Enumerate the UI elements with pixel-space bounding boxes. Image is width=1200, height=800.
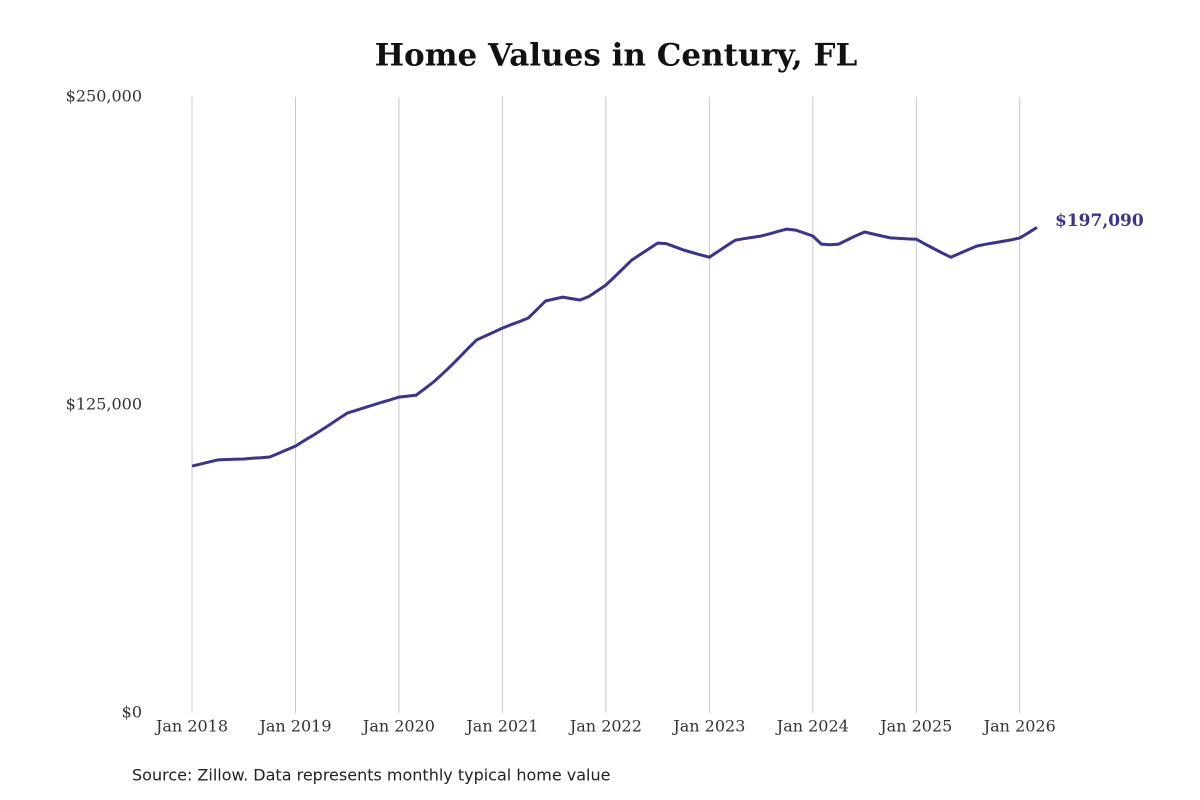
x-tick-label: Jan 2024 [775, 717, 849, 736]
x-tick-label: Jan 2025 [878, 717, 952, 736]
series-line [191, 226, 1038, 468]
y-tick-label: $125,000 [66, 395, 142, 414]
x-tick-label: Jan 2021 [464, 717, 538, 736]
x-tick-label: Jan 2018 [154, 717, 228, 736]
y-tick-label: $250,000 [66, 87, 142, 106]
x-tick-label: Jan 2026 [982, 717, 1056, 736]
y-tick-label: $0 [122, 703, 142, 722]
x-tick-label: Jan 2023 [671, 717, 745, 736]
x-tick-label: Jan 2019 [257, 717, 331, 736]
chart-title: Home Values in Century, FL [375, 38, 858, 74]
x-tick-label: Jan 2020 [361, 717, 435, 736]
source-note: Source: Zillow. Data represents monthly … [132, 766, 610, 785]
value-label: $197,090 [1055, 211, 1144, 231]
x-tick-label: Jan 2022 [568, 717, 642, 736]
